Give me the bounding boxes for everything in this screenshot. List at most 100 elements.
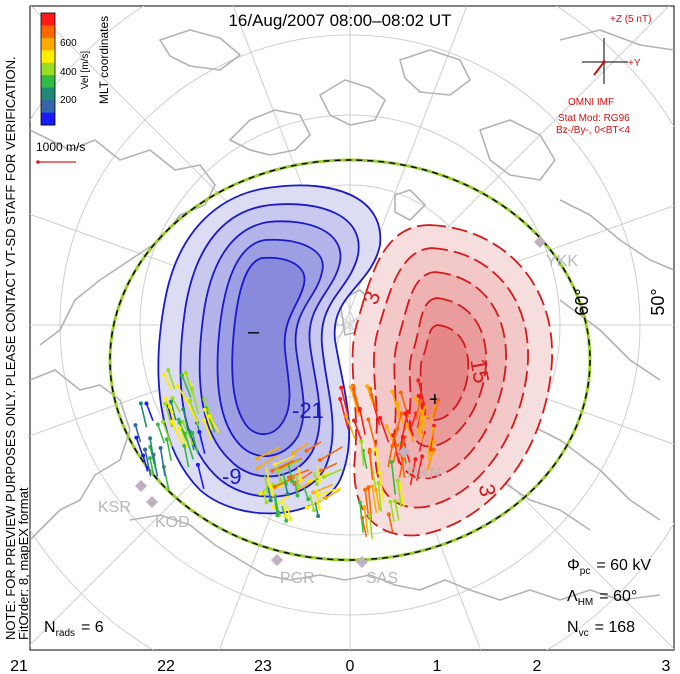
velocity-vector-origin	[323, 496, 328, 501]
velocity-vector-origin	[365, 384, 370, 389]
velocity-vector-origin	[184, 397, 189, 402]
velocity-vector	[387, 445, 394, 468]
velocity-vector	[364, 489, 369, 515]
velocity-vector	[274, 455, 295, 466]
velocity-vector-origin	[424, 414, 429, 419]
velocity-vector	[366, 386, 374, 405]
velocity-vector-origin	[416, 393, 421, 398]
mlt-axis: 21 22 23 0 1 2 3	[10, 658, 670, 674]
hm-boundary-dash	[109, 159, 591, 561]
velocity-vector	[303, 487, 309, 500]
velocity-vector	[317, 486, 342, 496]
mlt-tick-1: 1	[433, 658, 442, 674]
velocity-vector	[432, 400, 440, 419]
velocity-vector	[144, 449, 152, 477]
velocity-vector-origin	[389, 460, 394, 465]
velocity-vector-origin	[284, 513, 289, 518]
velocity-vector-origin	[286, 475, 291, 480]
colorbar-swatch	[41, 25, 55, 39]
velocity-vector-origin	[374, 487, 379, 492]
velocity-vector	[277, 457, 302, 470]
velocity-vectors	[133, 368, 441, 539]
velocity-vector-origin	[377, 470, 382, 475]
velocity-vector-origin	[357, 406, 362, 411]
station-kod-label: KOD	[155, 514, 190, 531]
velocity-vector-origin	[338, 396, 343, 401]
velocity-vector	[281, 499, 287, 516]
velocity-vector-origin	[366, 417, 371, 422]
velocity-vector	[287, 464, 293, 482]
velocity-vector	[409, 413, 417, 431]
velocity-vector-origin	[432, 438, 437, 443]
velocity-vector-origin	[304, 448, 309, 453]
nrads-readout: Nrads = 6	[44, 619, 104, 639]
velocity-vector-origin	[304, 505, 309, 510]
mlt-tick-23: 23	[254, 658, 272, 674]
velocity-vector	[203, 420, 213, 441]
mlt-tick-2: 2	[533, 658, 542, 674]
velocity-vector	[369, 388, 377, 410]
velocity-vector-origin	[390, 389, 395, 394]
velocity-vector	[345, 415, 356, 439]
velocity-vector	[294, 473, 300, 486]
colorbar-swatch	[41, 87, 55, 101]
velocity-vector-origin	[258, 491, 263, 496]
velocity-vector	[371, 486, 378, 514]
velocity-vector	[398, 457, 405, 478]
velocity-vector	[275, 466, 282, 481]
velocity-vector	[271, 459, 294, 472]
velocity-vector-origin	[413, 457, 418, 462]
velocity-vector	[183, 445, 190, 468]
colorbar-swatch	[41, 62, 55, 76]
velocity-vector-origin	[384, 424, 389, 429]
potential-minimum-marker: –	[248, 321, 260, 343]
velocity-vector-origin	[393, 499, 398, 504]
velocity-vector-origin	[158, 446, 163, 451]
velocity-vector-origin	[133, 423, 138, 428]
velocity-vector	[170, 401, 177, 421]
velocity-vector	[309, 495, 315, 511]
velocity-vector	[367, 487, 373, 520]
velocity-vector	[166, 439, 172, 461]
velocity-vector-origin	[357, 500, 362, 505]
station-pgr-marker	[271, 554, 283, 566]
velocity-vector	[198, 431, 206, 454]
velocity-vector	[352, 385, 360, 410]
velocity-vector-origin	[169, 399, 174, 404]
velocity-vector	[416, 411, 423, 437]
velocity-vector	[420, 416, 428, 443]
velocity-vector-origin	[352, 418, 357, 423]
velocity-vector	[145, 403, 154, 421]
velocity-vector	[401, 411, 409, 438]
map-frame	[29, 5, 675, 651]
velocity-vector	[388, 514, 394, 533]
radar-stations: KSR KOD PGR SAS RKN YKK	[98, 236, 578, 587]
velocity-vector-origin	[197, 429, 202, 434]
velocity-vector	[394, 413, 403, 436]
imf-condition: Bz-/By-, 0<BT<4	[556, 125, 630, 136]
velocity-vector	[149, 457, 155, 475]
velocity-vector-origin	[398, 390, 403, 395]
velocity-vector-origin	[170, 396, 175, 401]
velocity-vector	[362, 450, 368, 469]
velocity-vector	[368, 452, 374, 481]
velocity-vector-origin	[138, 401, 143, 406]
velocity-vector-origin	[161, 419, 166, 424]
velocity-vector	[265, 467, 271, 487]
velocity-vector	[425, 453, 434, 471]
contour-label-pos-15: 15	[465, 357, 494, 385]
velocity-vector	[306, 440, 322, 452]
velocity-vector	[375, 449, 381, 474]
velocity-vector	[406, 424, 415, 443]
mlt-tick-21: 21	[10, 658, 28, 674]
velocity-vector	[171, 397, 181, 414]
contour-label-neg-21: -21	[292, 398, 324, 423]
velocity-vector-origin	[376, 480, 381, 485]
preview-note: NOTE: FOR PREVIEW PURPOSES ONLY. PLEASE …	[3, 56, 18, 640]
velocity-vector-origin	[430, 451, 435, 456]
colorbar-swatch	[41, 37, 55, 51]
velocity-vector-origin	[144, 401, 149, 406]
velocity-vector	[135, 437, 144, 456]
imf-stat-mod: Stat Mod: RG96	[558, 113, 630, 124]
